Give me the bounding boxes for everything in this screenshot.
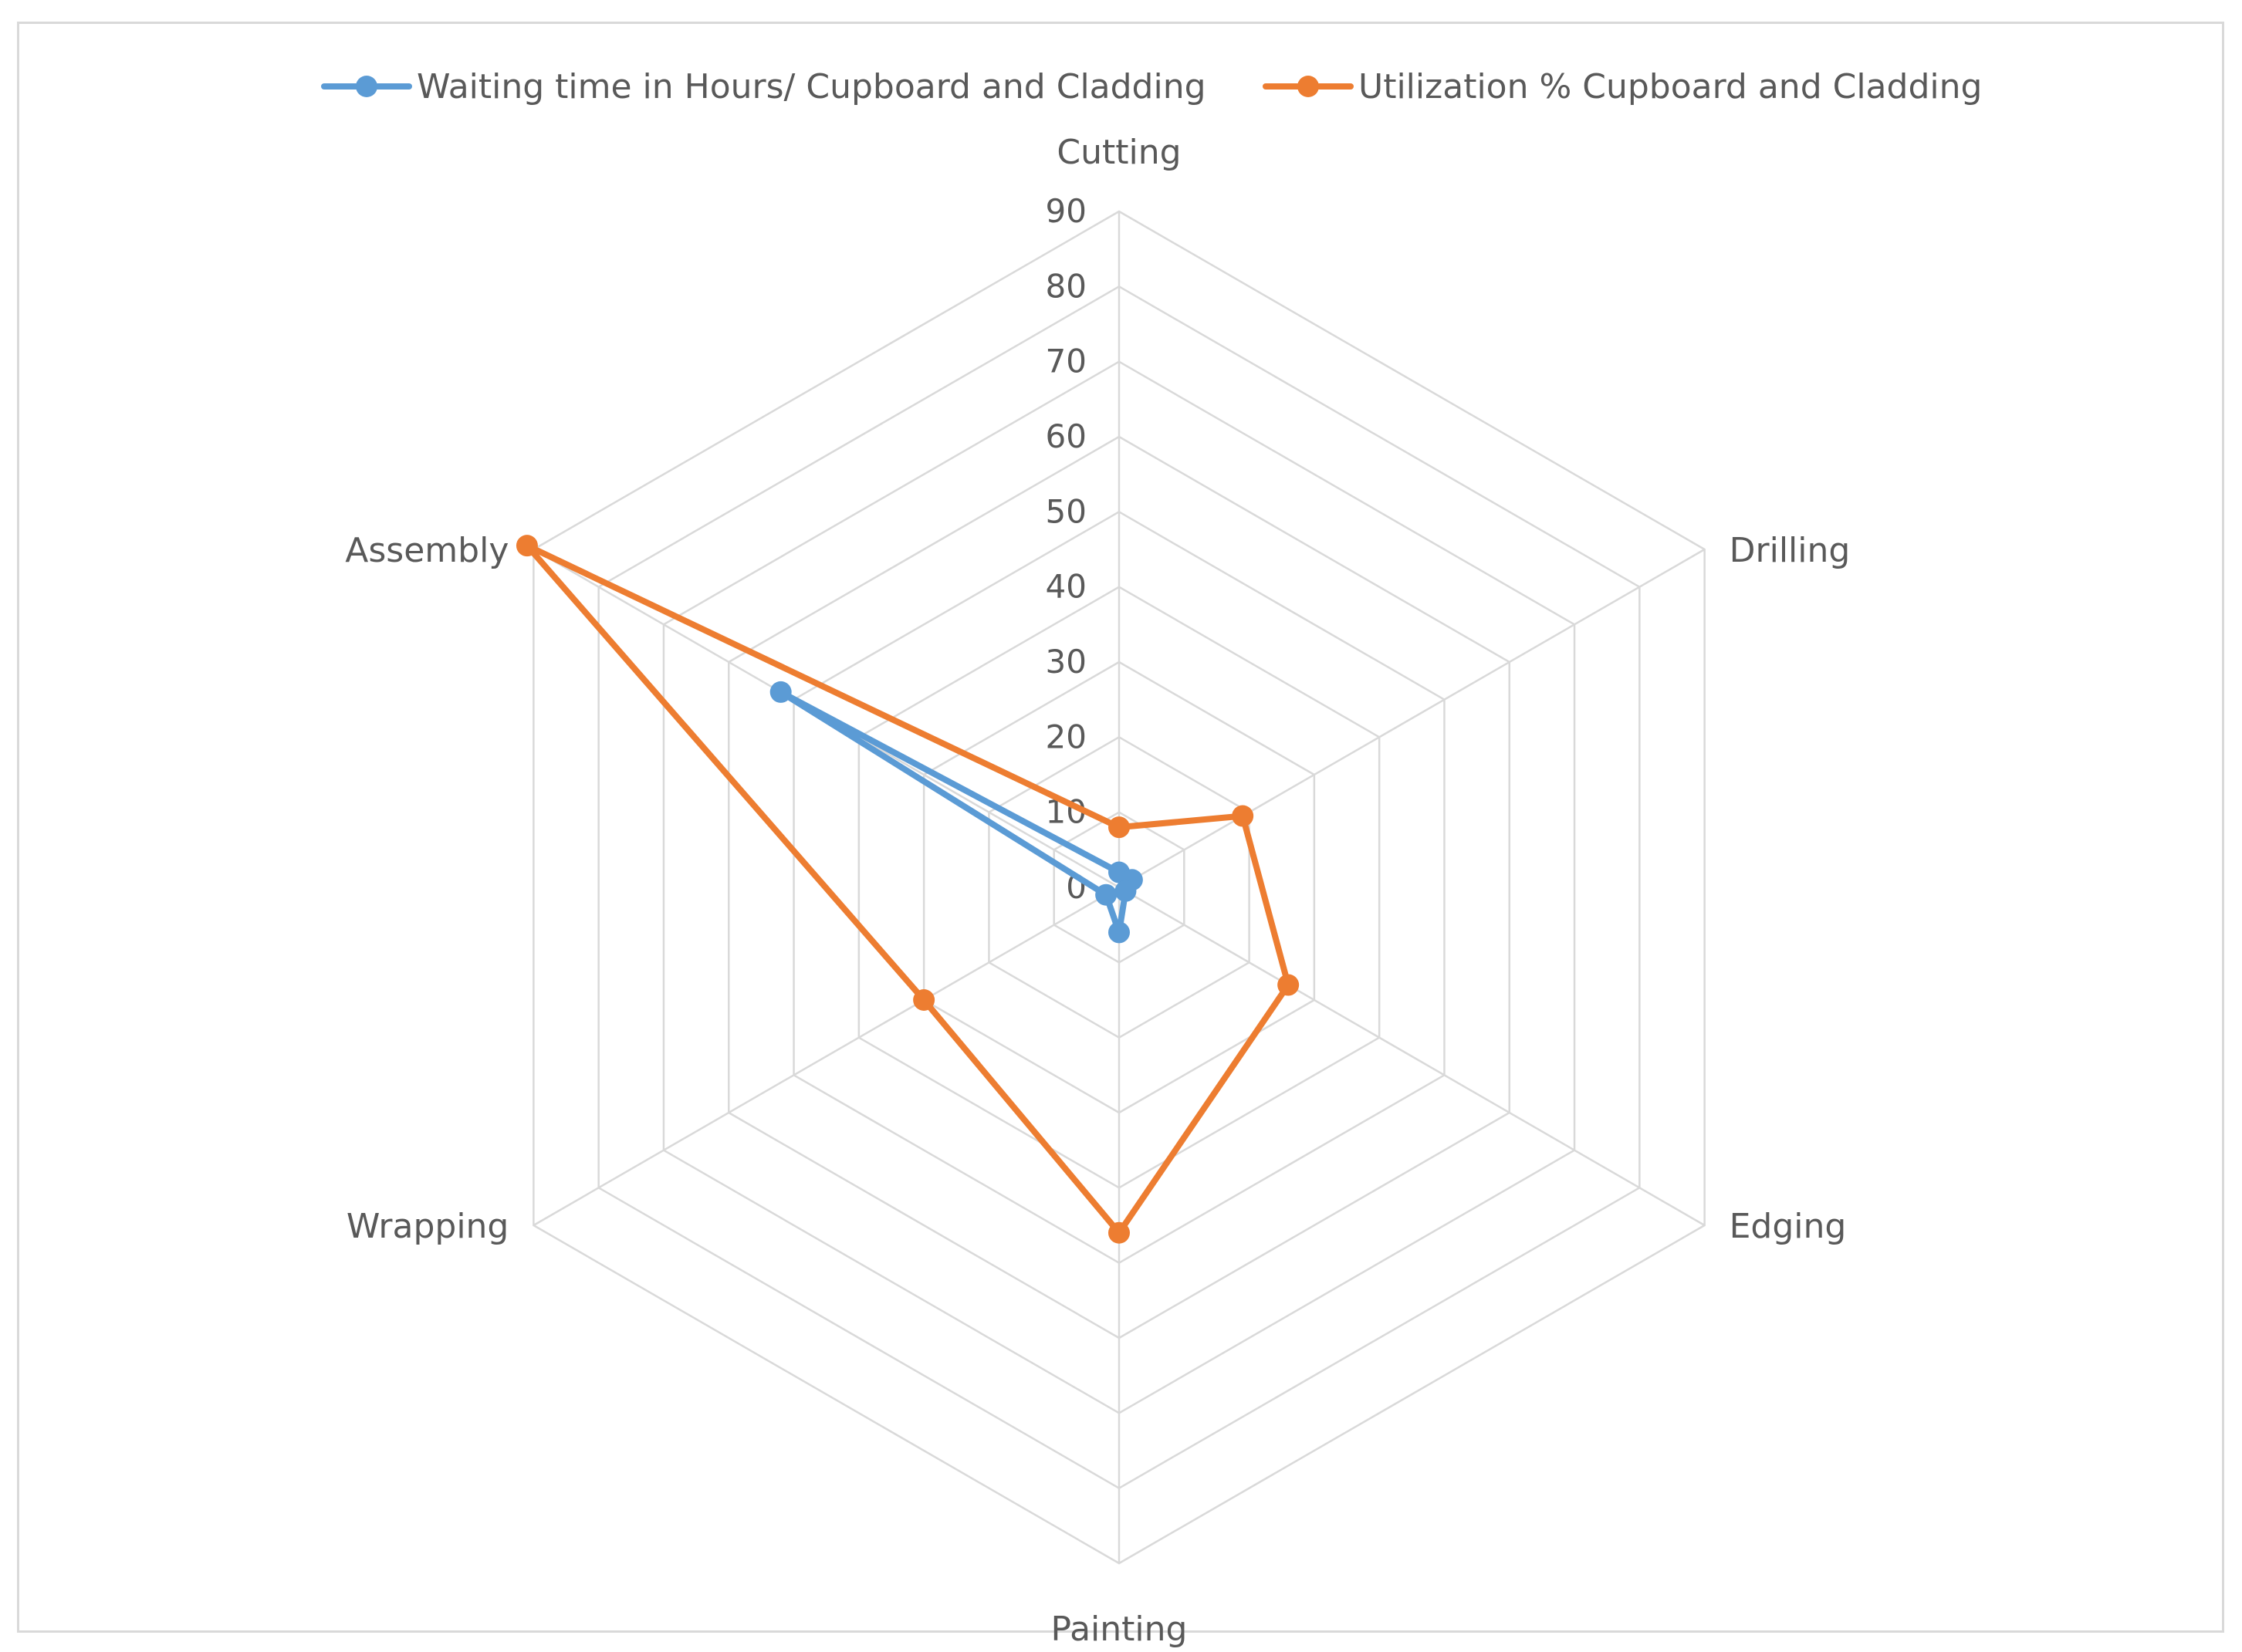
data-point-cutting[interactable] [1108,816,1130,839]
legend-item-utilization[interactable]: Utilization % Cupboard and Cladding [1263,67,1982,106]
category-label-cutting: Cutting [1057,133,1181,172]
category-label-assembly: Assembly [345,531,509,570]
tick-label: 90 [1046,192,1087,230]
series-waiting-time [769,681,1143,944]
data-point-painting[interactable] [1108,921,1130,944]
legend-label-utilization: Utilization % Cupboard and Cladding [1358,67,1982,106]
legend-item-waiting-time[interactable]: Waiting time in Hours/ Cupboard and Clad… [321,67,1206,106]
legend-marker-utilization [1297,76,1319,97]
tick-label: 30 [1046,643,1087,681]
data-point-edging[interactable] [1277,974,1300,996]
tick-label: 20 [1046,718,1087,755]
category-labels: Cutting Drilling Edging Painting Wrapping Ass… [345,133,1850,1649]
grid-spoke [1118,548,1706,889]
legend[interactable]: Waiting time in Hours/ Cupboard and Clad… [321,67,1982,106]
tick-label: 80 [1046,267,1087,305]
data-point-edging[interactable] [1114,880,1137,902]
category-label-wrapping: Wrapping [347,1207,509,1246]
series-line [523,542,1292,1236]
grid-spoke [1118,886,1706,1227]
series-utilization [516,535,1300,1244]
tick-label: 40 [1046,568,1087,606]
data-point-painting[interactable] [1108,1221,1130,1244]
series-layer [516,535,1300,1244]
tick-label: 50 [1046,492,1087,530]
data-point-wrapping[interactable] [1095,883,1118,906]
category-label-painting: Painting [1051,1610,1188,1649]
grid-spoke [533,886,1120,1227]
data-point-wrapping[interactable] [913,989,935,1011]
tick-label: 60 [1046,417,1087,455]
data-point-assembly[interactable] [769,681,792,703]
category-label-drilling: Drilling [1730,531,1851,570]
legend-marker-waiting-time [356,76,377,97]
tick-label: 70 [1046,343,1087,380]
category-label-edging: Edging [1730,1207,1847,1246]
data-point-assembly[interactable] [516,535,538,557]
data-point-drilling[interactable] [1232,805,1254,827]
legend-label-waiting-time: Waiting time in Hours/ Cupboard and Clad… [417,67,1206,106]
